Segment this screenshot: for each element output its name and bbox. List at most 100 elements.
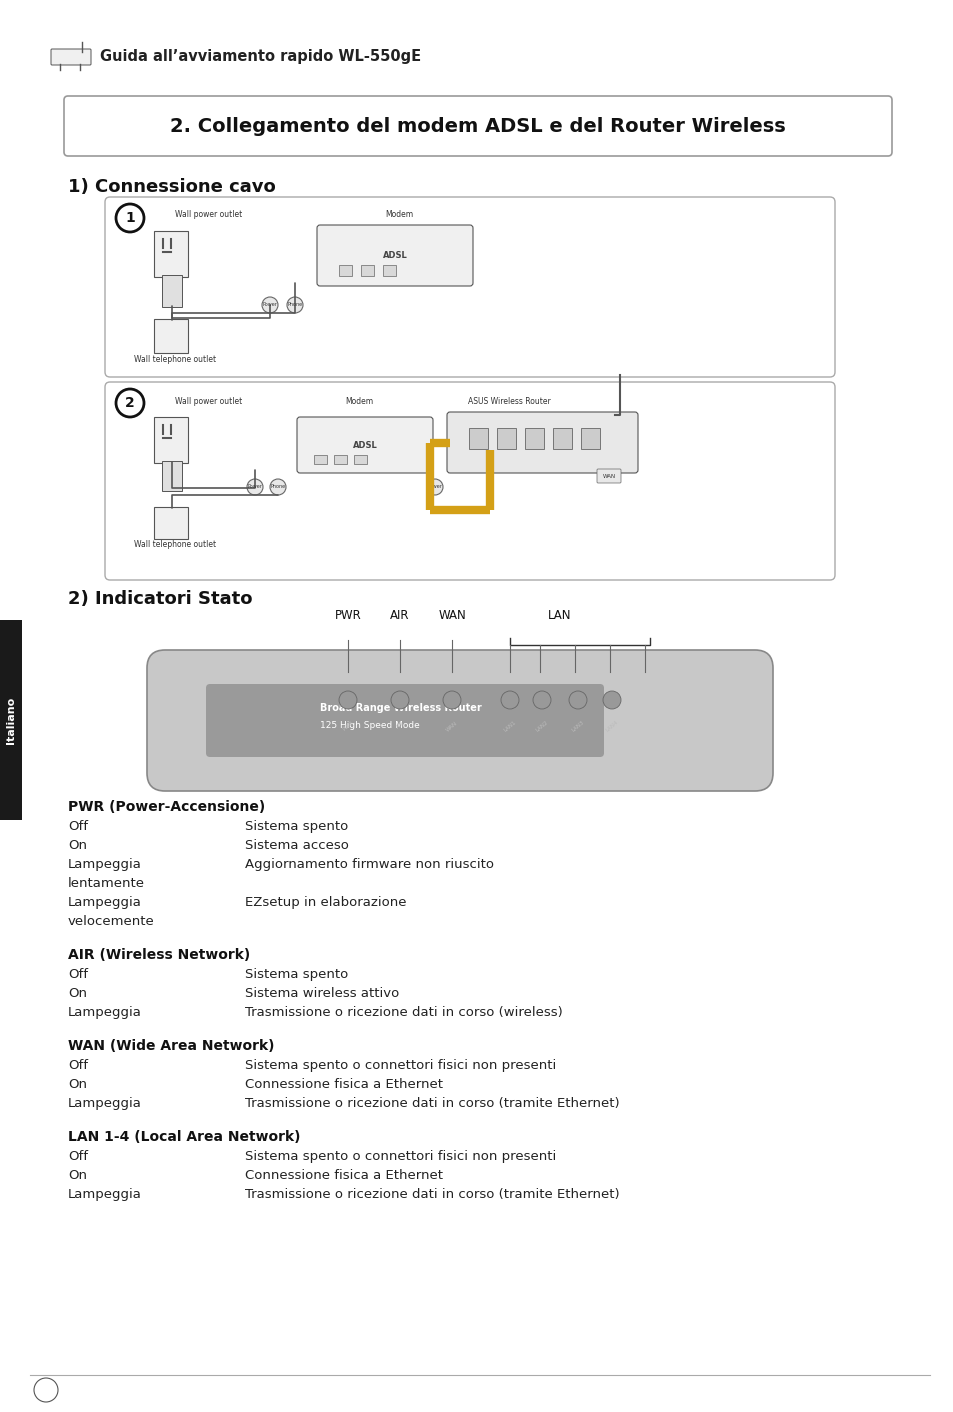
FancyBboxPatch shape: [105, 383, 834, 580]
Text: Sistema wireless attivo: Sistema wireless attivo: [245, 987, 399, 1000]
Text: PWR (Power-Accensione): PWR (Power-Accensione): [68, 801, 265, 813]
Circle shape: [262, 297, 277, 313]
Text: ADSL: ADSL: [353, 441, 377, 449]
FancyBboxPatch shape: [162, 460, 182, 491]
FancyBboxPatch shape: [314, 455, 327, 463]
Text: 125 High Speed Mode: 125 High Speed Mode: [319, 722, 419, 730]
Text: Wall telephone outlet: Wall telephone outlet: [133, 354, 215, 364]
Text: Lampeggia: Lampeggia: [68, 1187, 142, 1202]
Circle shape: [427, 479, 442, 496]
Circle shape: [270, 479, 286, 496]
FancyBboxPatch shape: [469, 428, 488, 449]
Text: Off: Off: [68, 1059, 88, 1072]
Text: Sistema spento: Sistema spento: [245, 820, 348, 833]
FancyBboxPatch shape: [147, 650, 772, 791]
Text: WAN (Wide Area Network): WAN (Wide Area Network): [68, 1039, 274, 1053]
Circle shape: [247, 479, 263, 496]
Text: Trasmissione o ricezione dati in corso (tramite Ethernet): Trasmissione o ricezione dati in corso (…: [245, 1097, 619, 1110]
Text: Phone: Phone: [287, 302, 302, 308]
Text: Sistema acceso: Sistema acceso: [245, 839, 349, 851]
Text: AIR (Wireless Network): AIR (Wireless Network): [68, 947, 250, 962]
FancyBboxPatch shape: [335, 455, 347, 463]
Text: LAN 1-4 (Local Area Network): LAN 1-4 (Local Area Network): [68, 1130, 300, 1144]
Text: Modem: Modem: [385, 210, 413, 219]
Text: On: On: [68, 839, 87, 851]
Text: AIR: AIR: [390, 609, 410, 623]
FancyBboxPatch shape: [361, 264, 375, 275]
FancyBboxPatch shape: [339, 264, 352, 275]
Text: Modem: Modem: [345, 397, 373, 407]
Circle shape: [533, 690, 551, 709]
Text: Power: Power: [262, 302, 277, 308]
Text: Guida all’avviamento rapido WL-550gE: Guida all’avviamento rapido WL-550gE: [100, 49, 420, 65]
Text: 1) Connessione cavo: 1) Connessione cavo: [68, 178, 275, 196]
Text: PWR: PWR: [341, 720, 354, 731]
Circle shape: [391, 690, 409, 709]
Text: Sistema spento o connettori fisici non presenti: Sistema spento o connettori fisici non p…: [245, 1059, 556, 1072]
Text: 1: 1: [125, 210, 134, 225]
FancyBboxPatch shape: [525, 428, 544, 449]
Text: lentamente: lentamente: [68, 877, 145, 890]
Text: PWR: PWR: [335, 609, 361, 623]
Text: Broad Range Wireless Router: Broad Range Wireless Router: [319, 703, 481, 713]
FancyBboxPatch shape: [153, 507, 188, 539]
Text: velocemente: velocemente: [68, 915, 154, 928]
FancyBboxPatch shape: [581, 428, 599, 449]
Text: Lampeggia: Lampeggia: [68, 897, 142, 909]
FancyBboxPatch shape: [162, 275, 182, 306]
Text: Trasmissione o ricezione dati in corso (tramite Ethernet): Trasmissione o ricezione dati in corso (…: [245, 1187, 619, 1202]
Circle shape: [338, 690, 356, 709]
Circle shape: [442, 690, 460, 709]
FancyBboxPatch shape: [296, 417, 433, 473]
Circle shape: [568, 690, 586, 709]
Text: 2) Indicatori Stato: 2) Indicatori Stato: [68, 590, 253, 609]
Text: Power: Power: [427, 484, 442, 490]
Text: Lampeggia: Lampeggia: [68, 858, 142, 871]
Text: On: On: [68, 1077, 87, 1091]
Text: Connessione fisica a Ethernet: Connessione fisica a Ethernet: [245, 1169, 442, 1182]
FancyBboxPatch shape: [64, 96, 891, 155]
Text: Wall power outlet: Wall power outlet: [174, 397, 242, 407]
Text: WAN: WAN: [437, 609, 465, 623]
Text: Connessione fisica a Ethernet: Connessione fisica a Ethernet: [245, 1077, 442, 1091]
Text: LAN4: LAN4: [604, 720, 618, 733]
Text: On: On: [68, 1169, 87, 1182]
Circle shape: [602, 690, 620, 709]
Text: LAN: LAN: [548, 609, 571, 623]
Text: Wall power outlet: Wall power outlet: [174, 210, 242, 219]
Text: Wall telephone outlet: Wall telephone outlet: [133, 539, 215, 549]
Text: LAN2: LAN2: [535, 720, 549, 733]
FancyBboxPatch shape: [153, 319, 188, 353]
Text: On: On: [68, 987, 87, 1000]
Text: LAN1: LAN1: [502, 720, 517, 733]
Text: Off: Off: [68, 1149, 88, 1163]
FancyBboxPatch shape: [51, 49, 91, 65]
Text: Off: Off: [68, 820, 88, 833]
Text: EZsetup in elaborazione: EZsetup in elaborazione: [245, 897, 406, 909]
FancyBboxPatch shape: [383, 264, 396, 275]
Circle shape: [116, 203, 144, 232]
FancyBboxPatch shape: [206, 683, 603, 757]
FancyBboxPatch shape: [553, 428, 572, 449]
Text: ADSL: ADSL: [382, 250, 407, 260]
Circle shape: [287, 297, 303, 313]
FancyBboxPatch shape: [355, 455, 367, 463]
Text: LAN3: LAN3: [570, 720, 584, 733]
FancyBboxPatch shape: [153, 417, 188, 463]
Text: Off: Off: [68, 969, 88, 981]
Text: Aggiornamento firmware non riuscito: Aggiornamento firmware non riuscito: [245, 858, 494, 871]
Text: Sistema spento o connettori fisici non presenti: Sistema spento o connettori fisici non p…: [245, 1149, 556, 1163]
FancyBboxPatch shape: [153, 232, 188, 277]
Text: Lampeggia: Lampeggia: [68, 1097, 142, 1110]
Text: Phone: Phone: [270, 484, 285, 490]
Text: 2. Collegamento del modem ADSL e del Router Wireless: 2. Collegamento del modem ADSL e del Rou…: [170, 117, 785, 137]
Text: Sistema spento: Sistema spento: [245, 969, 348, 981]
Text: 2: 2: [125, 395, 134, 409]
FancyBboxPatch shape: [497, 428, 516, 449]
Bar: [0, 620, 22, 820]
FancyBboxPatch shape: [447, 412, 638, 473]
Text: Trasmissione o ricezione dati in corso (wireless): Trasmissione o ricezione dati in corso (…: [245, 1005, 562, 1019]
Text: WAN: WAN: [601, 473, 615, 479]
FancyBboxPatch shape: [316, 225, 473, 287]
Circle shape: [34, 1378, 58, 1402]
